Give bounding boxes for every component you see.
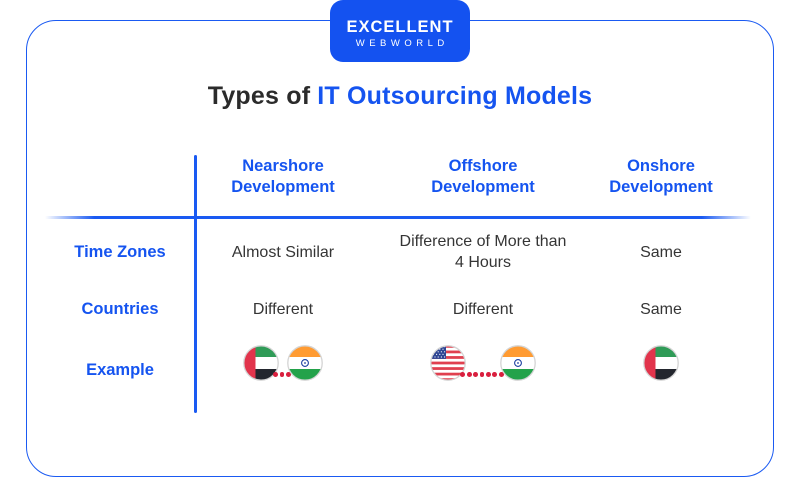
connection-dots (460, 372, 504, 377)
dot-icon (285, 372, 291, 377)
column-header-nearshore: Nearshore Development (231, 157, 335, 196)
dot-icon (273, 372, 278, 377)
dot-icon (485, 372, 491, 377)
row-label-countries: Countries (81, 299, 159, 318)
table-cell: Same (640, 300, 682, 318)
dot-icon (479, 372, 485, 377)
india-flag-icon (286, 345, 323, 381)
usa-flag-icon (430, 345, 467, 381)
table-cell: Difference of More than 4 Hours (399, 233, 567, 271)
row-label-time-zones: Time Zones (74, 242, 166, 261)
title-accent: IT Outsourcing Models (317, 82, 593, 110)
table-horizontal-divider (45, 216, 751, 219)
dot-icon (460, 372, 466, 377)
content-card (26, 20, 774, 477)
table-cell: Different (452, 300, 514, 318)
brand-logo: EXCELLENT WEBWORLD (330, 0, 470, 62)
table-cell: Same (640, 243, 682, 261)
brand-name: EXCELLENT (346, 17, 454, 36)
example-cell-onshore (571, 345, 751, 381)
table-cell: Different (252, 300, 314, 318)
example-cell-offshore (393, 345, 573, 381)
dot-icon (492, 372, 498, 377)
column-header-offshore: Offshore Development (431, 157, 535, 196)
dot-icon (466, 372, 472, 377)
india-flag-icon (499, 345, 536, 381)
dot-icon (279, 372, 285, 377)
column-header-onshore: Onshore Development (609, 157, 713, 196)
page-title: Types of IT Outsourcing Models (0, 82, 800, 111)
title-plain: Types of (207, 82, 311, 110)
brand-subname: WEBWORLD (355, 37, 449, 49)
uae-flag-icon (643, 345, 679, 381)
example-cell-nearshore (193, 345, 373, 381)
table-cell: Almost Similar (231, 243, 335, 261)
connection-dots (273, 372, 291, 377)
table-vertical-divider (194, 155, 197, 413)
dot-icon (473, 372, 478, 377)
dot-icon (498, 372, 504, 377)
row-label-example: Example (86, 360, 154, 379)
uae-flag-icon (243, 345, 280, 381)
